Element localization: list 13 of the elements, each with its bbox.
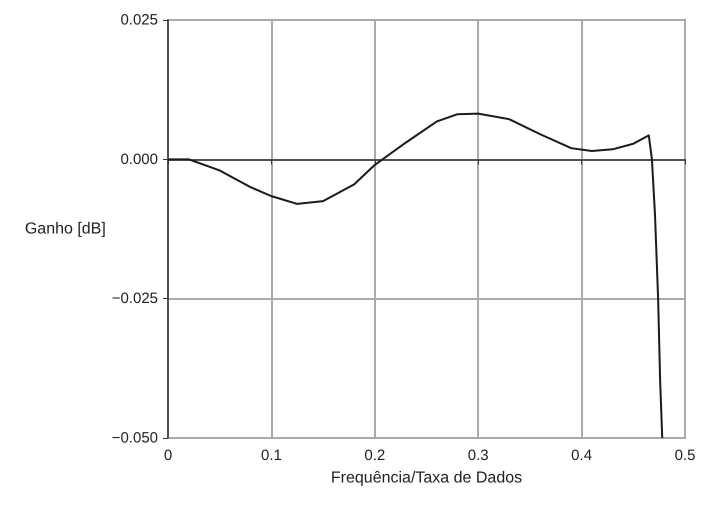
y-tick-label: 0.000 <box>120 150 158 168</box>
x-tick-label: 0.5 <box>674 447 696 464</box>
y-tick-label: −0.050 <box>112 430 158 446</box>
y-tick-label: −0.025 <box>112 290 158 308</box>
x-axis-title: Frequência/Taxa de Dados <box>330 470 522 486</box>
line-series <box>167 112 664 439</box>
y-tick-label: 0.025 <box>120 12 158 28</box>
x-tick-label: 0.3 <box>468 447 489 464</box>
x-tick-label: 0.1 <box>260 447 282 464</box>
x-tick-label: 0.4 <box>571 447 592 464</box>
x-tick-label: 0 <box>164 447 172 464</box>
x-tick-label: 0.2 <box>364 447 386 464</box>
y-axis-title: Ganho [dB] <box>24 220 106 238</box>
